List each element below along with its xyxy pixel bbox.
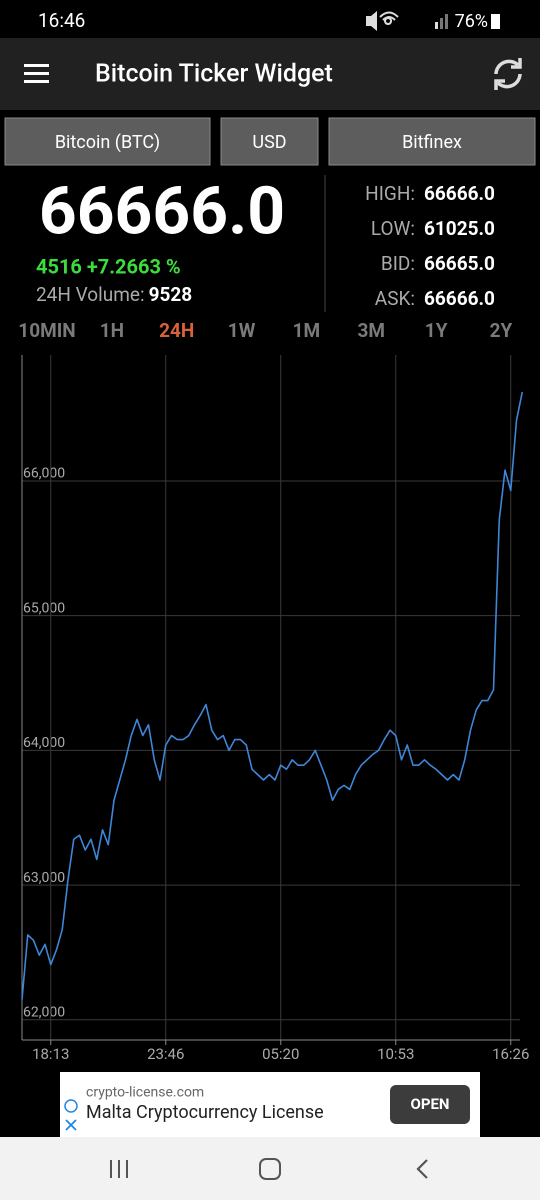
range-tab[interactable]: 1Y [425, 319, 448, 342]
range-tab[interactable]: 10MIN [18, 319, 75, 342]
stat-label: BID: [381, 252, 415, 275]
mute-icon [366, 11, 377, 31]
range-tab[interactable]: 2Y [490, 319, 513, 342]
stat-value: 61025.0 [424, 217, 495, 240]
selector-button[interactable] [4, 117, 211, 166]
range-tab[interactable]: 1H [100, 319, 124, 342]
home-button[interactable] [259, 1158, 281, 1180]
stat-label: HIGH: [365, 182, 415, 205]
y-tick-label: 64,000 [23, 735, 65, 751]
range-tab[interactable]: 1M [293, 319, 321, 342]
ad-open-label: OPEN [410, 1095, 449, 1113]
selector-label: Bitcoin (BTC) [55, 132, 160, 153]
nav-bar [0, 1137, 540, 1200]
x-tick-label: 05:20 [262, 1045, 299, 1063]
price: 66666.0 [39, 173, 285, 250]
range-tab[interactable]: 24H [159, 319, 194, 342]
recents-button[interactable] [110, 1160, 128, 1178]
stat-label: ASK: [375, 287, 415, 310]
x-tick-label: 23:46 [147, 1045, 184, 1063]
volume-value: 9528 [149, 283, 193, 306]
stat-value: 66665.0 [424, 252, 495, 275]
stat-value: 66666.0 [424, 182, 495, 205]
app-title: Bitcoin Ticker Widget [95, 60, 333, 89]
selector-button[interactable] [328, 117, 536, 166]
stat-value: 66666.0 [424, 287, 495, 310]
wifi-icon [379, 11, 399, 25]
status-time: 16:46 [38, 9, 85, 32]
ad-close-icon[interactable] [65, 1119, 77, 1131]
y-tick-label: 62,000 [23, 1004, 65, 1020]
signal-icon [435, 22, 438, 29]
ad-open-button[interactable] [390, 1085, 470, 1124]
range-tab[interactable]: 1W [228, 319, 256, 342]
x-tick-label: 18:13 [32, 1045, 69, 1063]
ad-headline: Malta Cryptocurrency License [86, 1102, 324, 1123]
y-tick-label: 66,000 [23, 466, 65, 482]
volume-label: 24H Volume: [36, 283, 145, 306]
status-icons [366, 11, 448, 31]
range-tab[interactable]: 3M [358, 319, 386, 342]
ad-domain: crypto-license.com [86, 1085, 204, 1101]
x-tick-label: 16:26 [492, 1045, 529, 1063]
refresh-button[interactable] [494, 58, 522, 90]
selector-button[interactable] [220, 117, 319, 166]
battery-icon [491, 14, 500, 29]
selector-label: Bitfinex [402, 132, 462, 153]
selector-label: USD [252, 132, 286, 153]
back-button[interactable] [416, 1159, 428, 1179]
app-bar [0, 38, 540, 110]
menu-button[interactable] [24, 64, 49, 83]
price-line [21, 391, 524, 1000]
y-tick-label: 63,000 [23, 870, 65, 886]
y-tick-label: 65,000 [23, 600, 65, 616]
ad-info-icon [64, 1099, 78, 1113]
price-change: 4516 +7.2663 % [36, 254, 181, 278]
stat-label: LOW: [371, 217, 415, 240]
x-tick-label: 10:53 [377, 1045, 414, 1063]
battery-level: 76% [455, 11, 488, 32]
